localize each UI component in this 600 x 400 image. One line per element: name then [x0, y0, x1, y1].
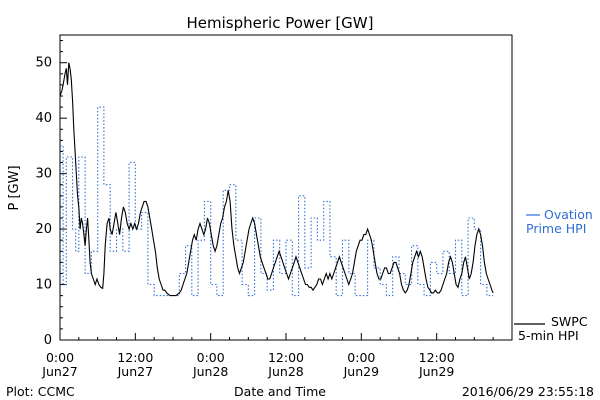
plot-timestamp: 2016/06/29 23:55:18 [462, 384, 594, 399]
legend: Ovation Prime HPI SWPC 5-min HPI [514, 207, 593, 343]
x-tick-date-label: Jun27 [41, 364, 77, 379]
y-axis-ticks: 0 10 20 30 40 50 [35, 40, 67, 348]
series-ovation-prime-line [60, 106, 494, 297]
x-tick-time-label: 12:00 [419, 350, 455, 365]
x-tick-time-label: 0:00 [46, 350, 74, 365]
plot-area-frame [59, 34, 513, 341]
x-tick-time-label: 0:00 [197, 350, 225, 365]
x-axis-label: Date and Time [234, 384, 326, 399]
y-tick-label: 30 [35, 167, 52, 182]
y-tick-label: 40 [35, 111, 52, 126]
y-tick-label: 20 [35, 222, 52, 237]
y-tick-label: 10 [35, 278, 52, 293]
series-swpc-line [59, 62, 494, 297]
y-axis-label: P [GW] [7, 165, 22, 210]
x-tick-date-label: Jun29 [343, 364, 379, 379]
x-tick-date-label: Jun28 [192, 364, 228, 379]
x-tick-time-label: 12:00 [268, 350, 304, 365]
x-tick-date-label: Jun28 [267, 364, 303, 379]
x-tick-time-label: 0:00 [347, 350, 375, 365]
legend-swpc-label-line2: 5-min HPI [518, 328, 579, 343]
y-tick-label: 50 [35, 56, 52, 71]
legend-swpc-label-line1: SWPC [551, 314, 588, 329]
x-tick-date-label: Jun29 [418, 364, 454, 379]
legend-ovation-label-line2: Prime HPI [526, 221, 586, 236]
x-axis-ticks: 0:00Jun2712:00Jun270:00Jun2812:00Jun280:… [41, 333, 494, 379]
series-layer [59, 62, 494, 297]
y-tick-label: 0 [44, 333, 52, 348]
x-tick-time-label: 12:00 [117, 350, 153, 365]
legend-ovation-label-line1: Ovation [544, 207, 593, 222]
chart-title: Hemispheric Power [GW] [187, 14, 374, 32]
plot-credit: Plot: CCMC [6, 384, 75, 399]
x-tick-date-label: Jun27 [117, 364, 153, 379]
